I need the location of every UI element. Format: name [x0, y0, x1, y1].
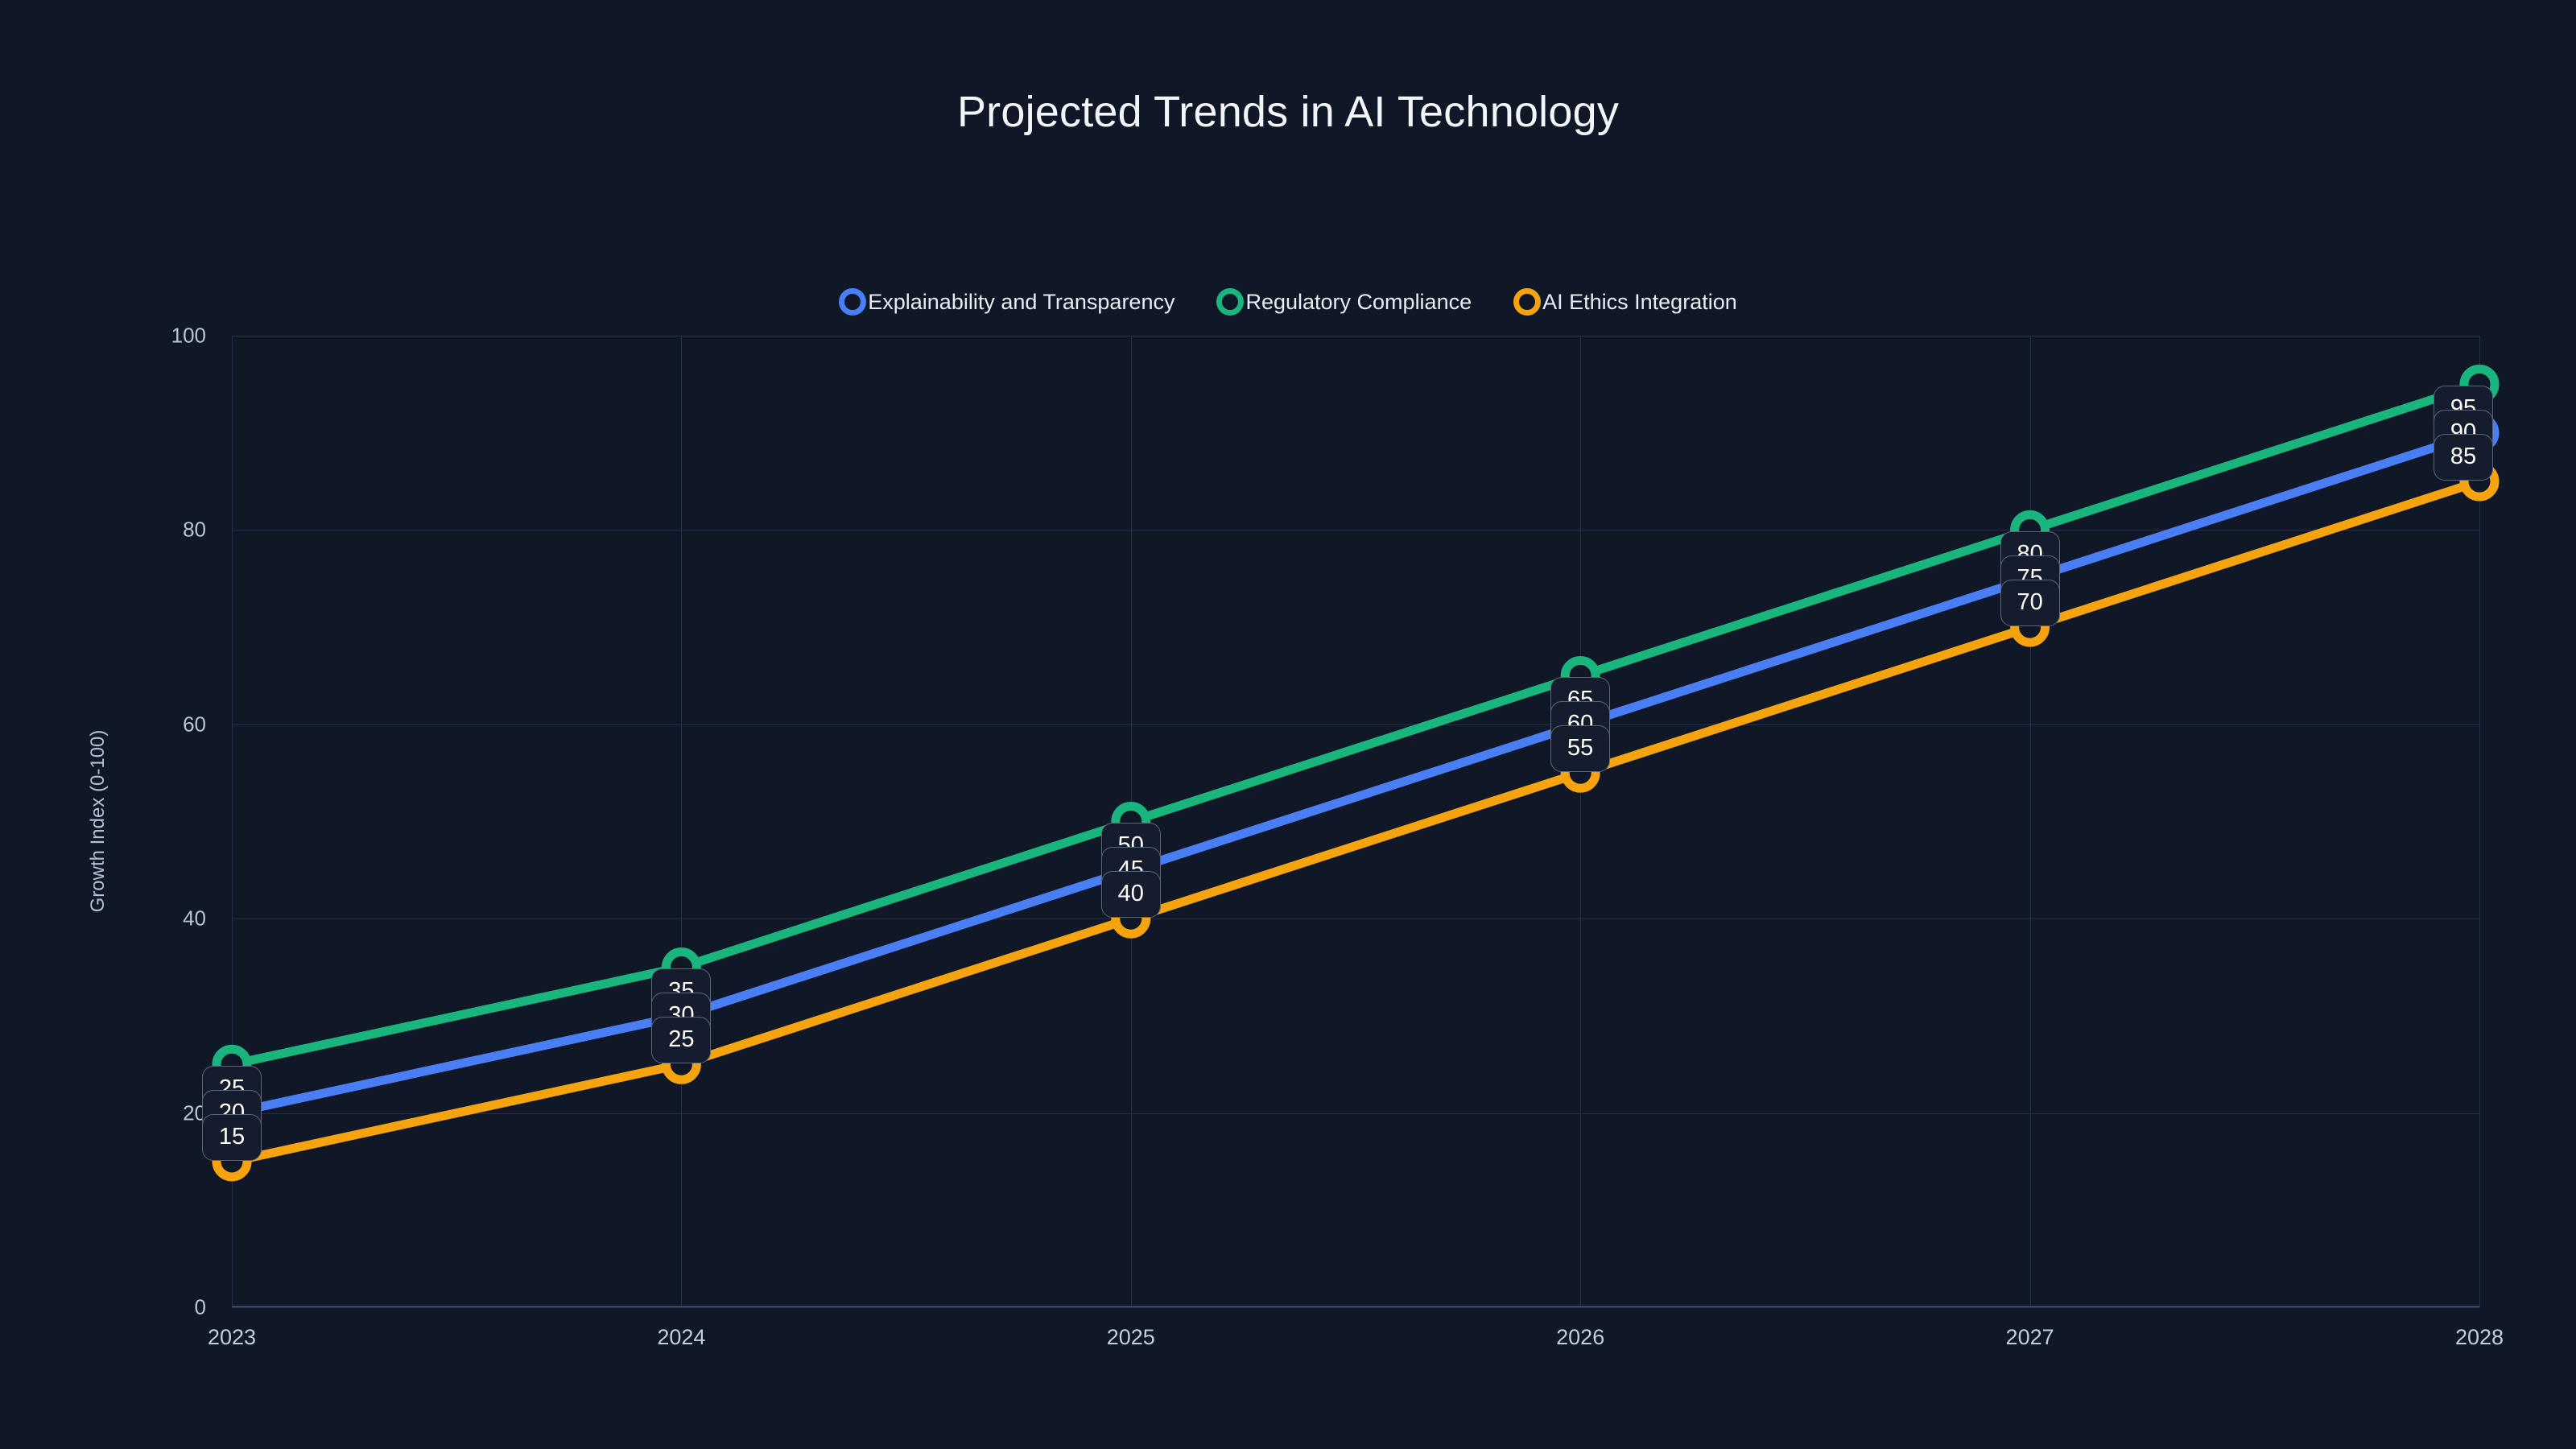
gridline-vertical	[2479, 336, 2480, 1307]
ring-marker-icon	[1513, 288, 1542, 316]
legend-item-2[interactable]: Regulatory Compliance	[1216, 288, 1472, 316]
gridline-vertical	[232, 336, 233, 1307]
x-axis-tick-label: 2024	[657, 1325, 706, 1349]
gridline-horizontal	[232, 1113, 2479, 1114]
gridline-horizontal	[232, 1307, 2479, 1308]
y-axis-tick-label: 20	[183, 1100, 206, 1125]
x-axis-tick-label: 2023	[207, 1325, 257, 1349]
y-axis-tick-label: 80	[183, 517, 206, 542]
value-label-orange: 40	[1100, 870, 1161, 918]
x-axis-tick-label: 2027	[2005, 1325, 2054, 1349]
series-line-3	[227, 477, 2484, 1166]
y-axis-tick-label: 60	[183, 712, 206, 737]
y-axis-title: Growth Index (0-100)	[87, 729, 109, 913]
x-axis-tick-label: 2025	[1106, 1325, 1155, 1349]
legend-item-label: Regulatory Compliance	[1245, 289, 1472, 314]
legend-item-1[interactable]: Explainability and Transparency	[839, 288, 1174, 316]
y-axis-tick-label: 0	[194, 1294, 206, 1319]
gridline-horizontal	[232, 724, 2479, 725]
gridline-vertical	[2029, 336, 2031, 1307]
ring-marker-icon	[839, 288, 867, 316]
x-axis-tick-label: 2026	[1556, 1325, 1605, 1349]
gridline-vertical	[1580, 336, 1582, 1307]
x-axis-tick-label: 2028	[2454, 1325, 2504, 1349]
legend-item-label: AI Ethics Integration	[1542, 289, 1737, 314]
legend-item-label: Explainability and Transparency	[868, 289, 1175, 314]
value-label-orange: 25	[651, 1016, 712, 1063]
plot-area	[212, 336, 2500, 1308]
value-label-orange: 85	[2434, 433, 2493, 481]
value-label-orange: 15	[202, 1113, 262, 1161]
series-line-2	[227, 379, 2484, 1069]
ring-marker-icon	[1216, 288, 1245, 316]
x-axis-line	[232, 1306, 2479, 1307]
page-title: Projected Trends in AI Technology	[956, 88, 1620, 136]
legend-item-3[interactable]: AI Ethics Integration	[1513, 288, 1737, 316]
series-line-1	[227, 428, 2484, 1118]
value-label-orange: 70	[2000, 579, 2060, 626]
y-axis-tick-label: 40	[183, 906, 206, 931]
series-lines	[212, 364, 2500, 1182]
value-label-orange: 55	[1550, 724, 1611, 772]
chart-legend: Explainability and Transparency Regulator…	[0, 288, 2576, 316]
y-axis-tick-label: 100	[171, 323, 206, 348]
gridline-vertical	[681, 336, 683, 1307]
